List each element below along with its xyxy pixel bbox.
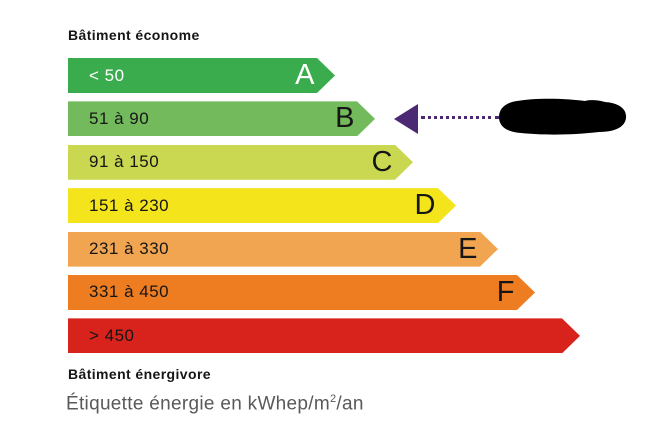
- bar-f-range: 331 à 450: [89, 282, 170, 302]
- rating-pointer-dotted-line: [421, 116, 499, 119]
- bar-c-range: 91 à 150: [89, 152, 160, 172]
- bar-f-letter: F: [496, 275, 515, 308]
- bar-a: < 50 A: [68, 58, 335, 93]
- caption-superscript: 2: [330, 393, 337, 405]
- bar-a-range: < 50: [89, 65, 125, 85]
- bar-e: 231 à 330 E: [68, 232, 498, 267]
- bar-d-letter: D: [414, 189, 436, 222]
- caption-etiquette-energie: Étiquette énergie en kWhep/m2/an: [66, 393, 364, 415]
- bar-b: 51 à 90 B: [68, 101, 375, 136]
- caption-prefix: Étiquette énergie en kWhep/m: [66, 393, 330, 415]
- bar-e-range: 231 à 330: [89, 239, 170, 259]
- bar-f: 331 à 450 F: [68, 275, 535, 310]
- bar-b-letter: B: [335, 102, 355, 135]
- bar-a-letter: A: [295, 59, 315, 91]
- redacted-value-blob: [497, 97, 629, 142]
- bottom-label-energy-intensive: Bâtiment énergivore: [68, 366, 211, 382]
- bar-e-letter: E: [458, 232, 478, 265]
- bar-d-range: 151 à 230: [89, 195, 170, 215]
- energy-scale: < 50 A 51 à 90 B 91 à 150 C 151 à 230 D …: [68, 58, 580, 353]
- bar-g: > 450: [68, 318, 580, 353]
- bar-c-letter: C: [371, 145, 393, 178]
- top-label-economical: Bâtiment économe: [68, 27, 200, 43]
- bar-b-range: 51 à 90: [89, 108, 150, 128]
- bar-d: 151 à 230 D: [68, 188, 456, 223]
- rating-pointer-arrow-icon: [394, 104, 418, 134]
- bar-g-range: > 450: [89, 325, 135, 345]
- bar-c: 91 à 150 C: [68, 145, 413, 180]
- caption-suffix: /an: [336, 393, 364, 415]
